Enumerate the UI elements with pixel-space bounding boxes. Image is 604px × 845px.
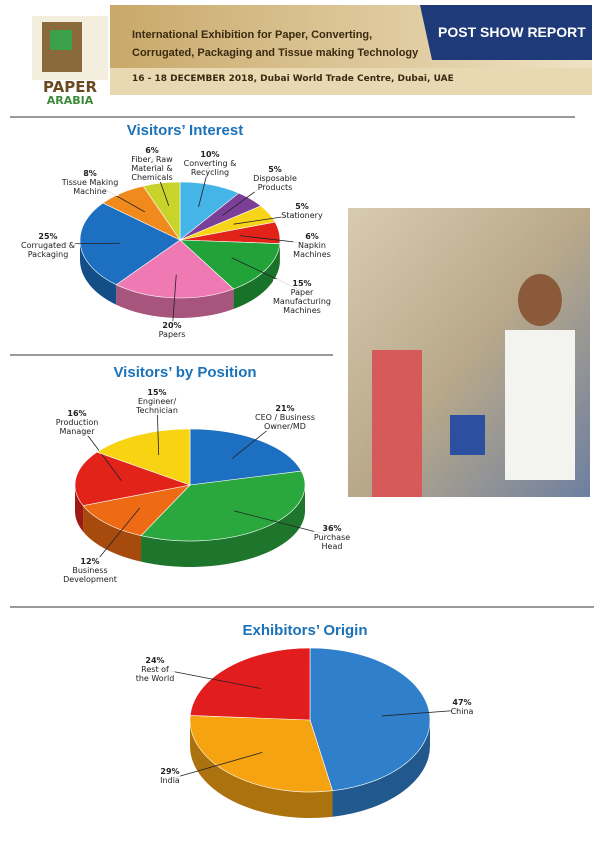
data-label: 47% China <box>450 698 474 716</box>
pie-slice-side <box>233 243 280 309</box>
category-label: Papers <box>158 330 186 339</box>
value-label: 5% <box>295 202 309 211</box>
data-label: 29% India <box>160 767 180 785</box>
pie-slice <box>96 428 191 486</box>
category-label: Rest of the World <box>135 665 175 683</box>
leader-line <box>381 709 463 717</box>
value-label: 24% <box>145 656 165 665</box>
logo-icon-inner <box>50 30 72 50</box>
header-dates: 16 - 18 DECEMBER 2018, Dubai World Trade… <box>132 74 454 84</box>
value-label: 12% <box>80 557 100 566</box>
data-label: 10% Converting & Recycling <box>183 150 237 177</box>
value-label: 21% <box>275 404 295 413</box>
pie-slice-side <box>116 284 234 318</box>
pie-slice <box>115 239 235 299</box>
data-label: 36% Purchase Head <box>313 524 351 551</box>
category-label: China <box>450 707 474 716</box>
category-label: Engineer/ Technician <box>136 397 178 415</box>
value-label: 29% <box>160 767 180 776</box>
value-label: 36% <box>322 524 342 533</box>
chart-title: Exhibitors’ Origin <box>242 622 368 639</box>
category-label: Production Manager <box>55 418 99 436</box>
pie-slice-side <box>332 720 430 817</box>
photo-figure <box>372 350 422 497</box>
data-label: 24% Rest of the World <box>135 656 175 683</box>
category-label: CEO / Business Owner/MD <box>255 413 315 431</box>
data-label: 6% Napkin Machines <box>293 232 331 259</box>
data-label: 12% Business Development <box>63 557 117 584</box>
pie-slice <box>74 451 192 506</box>
photo-figure <box>518 274 562 326</box>
category-label: Tissue Making Machine <box>61 178 119 196</box>
logo-line: ARABIA <box>46 94 94 107</box>
logo-text: PAPER ARABIA <box>32 80 108 108</box>
pie-slice <box>179 239 281 290</box>
badge: POST SHOW REPORT <box>438 24 586 40</box>
chart-title: Visitors’ Interest <box>126 122 244 139</box>
category-label: Business Development <box>63 566 117 584</box>
category-label: Corrugated & Packaging <box>21 241 75 259</box>
category-label: Converting & Recycling <box>183 159 237 177</box>
pie-slice-side <box>75 485 84 532</box>
data-label: 25% Corrugated & Packaging <box>21 232 75 259</box>
value-label: 20% <box>162 321 182 330</box>
value-label: 15% <box>147 388 167 397</box>
pie-slice <box>140 470 306 542</box>
pie-slice <box>309 647 431 792</box>
photo-figure <box>505 330 575 480</box>
pie-slice <box>79 202 181 286</box>
photo-bag <box>450 415 485 455</box>
data-label: 20% Papers <box>158 321 186 339</box>
data-label: 15% Paper Manufacturing Machines <box>273 279 331 315</box>
pie-slice <box>189 647 311 721</box>
badge-bg <box>420 5 592 60</box>
category-label: Purchase Head <box>313 533 351 551</box>
category-label: Paper Manufacturing Machines <box>273 288 331 315</box>
value-label: 5% <box>268 165 282 174</box>
value-label: 25% <box>38 232 58 241</box>
pie-slice-side <box>83 505 142 562</box>
pie-slice <box>82 484 191 537</box>
leader-line <box>169 752 263 780</box>
data-label: 6% Fiber, Raw Material & Chemicals <box>131 146 173 182</box>
category-label: Stationery <box>281 211 323 220</box>
value-label: 15% <box>292 279 312 288</box>
data-label: 15% Engineer/ Technician <box>136 388 178 415</box>
value-label: 47% <box>452 698 472 707</box>
data-label: 16% Production Manager <box>55 409 99 436</box>
data-label: 5% Stationery <box>281 202 323 220</box>
value-label: 8% <box>83 169 97 178</box>
chart-title: Visitors’ by Position <box>113 364 257 381</box>
category-label: Fiber, Raw Material & Chemicals <box>131 155 173 182</box>
pie-slice-side <box>190 720 333 818</box>
pie-slice-side <box>80 240 117 305</box>
banner-strip <box>110 68 592 95</box>
value-label: 16% <box>67 409 87 418</box>
pie-slice-side <box>141 485 305 567</box>
data-label: 21% CEO / Business Owner/MD <box>255 404 315 431</box>
pie-slice <box>189 428 302 486</box>
pie-slice <box>189 715 333 793</box>
category-label: Disposable Products <box>253 174 297 192</box>
data-label: 8% Tissue Making Machine <box>61 169 119 196</box>
header-title: International Exhibition for Paper, Conv… <box>132 29 419 59</box>
value-label: 6% <box>305 232 319 241</box>
category-label: Napkin Machines <box>293 241 331 259</box>
value-label: 6% <box>145 146 159 155</box>
logo-line: PAPER <box>42 78 98 96</box>
value-label: 10% <box>200 150 220 159</box>
data-label: 5% Disposable Products <box>253 165 297 192</box>
pie-slice <box>142 181 181 241</box>
category-label: India <box>160 776 180 785</box>
